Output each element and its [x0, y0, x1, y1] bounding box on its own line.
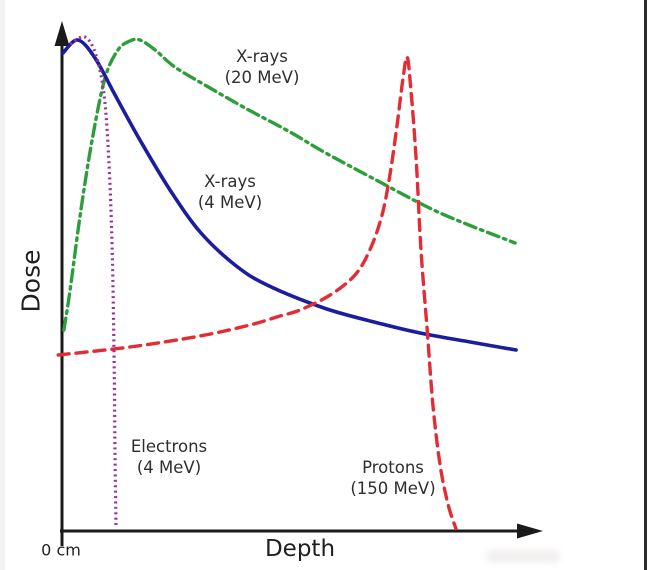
annotation-line2: (20 MeV) — [224, 68, 300, 87]
annotation-line2: (150 MeV) — [350, 479, 436, 498]
annotation-electrons-4mev: Electrons (4 MeV) — [131, 437, 207, 479]
annotation-line2: (4 MeV) — [136, 458, 202, 477]
annotation-protons-150mev: Protons (150 MeV) — [350, 458, 435, 500]
annotation-line1: X-rays — [204, 172, 256, 192]
y-axis-label: Dose — [16, 249, 46, 313]
right-border-line — [644, 0, 647, 570]
x-origin-label: 0 cm — [41, 540, 81, 560]
y-axis-arrowhead — [54, 21, 70, 46]
curve-xrays-20mev — [62, 37, 517, 332]
annotation-xrays-20mev: X-rays (20 MeV) — [225, 47, 300, 89]
annotation-line1: X-rays — [236, 47, 288, 67]
watermark-smudge — [486, 550, 560, 563]
series-layer — [56, 35, 518, 531]
x-axis-label: Depth — [264, 536, 336, 562]
annotation-line1: Electrons — [130, 437, 208, 457]
annotation-line2: (4 MeV) — [197, 193, 263, 212]
annotation-line1: Protons — [362, 458, 424, 478]
left-edge-strip — [0, 0, 5, 570]
curve-electrons-4mev — [69, 35, 118, 529]
annotation-xrays-4mev: X-rays (4 MeV) — [198, 172, 262, 214]
x-axis-arrowhead — [517, 523, 543, 539]
curve-protons-150mev — [56, 55, 458, 531]
